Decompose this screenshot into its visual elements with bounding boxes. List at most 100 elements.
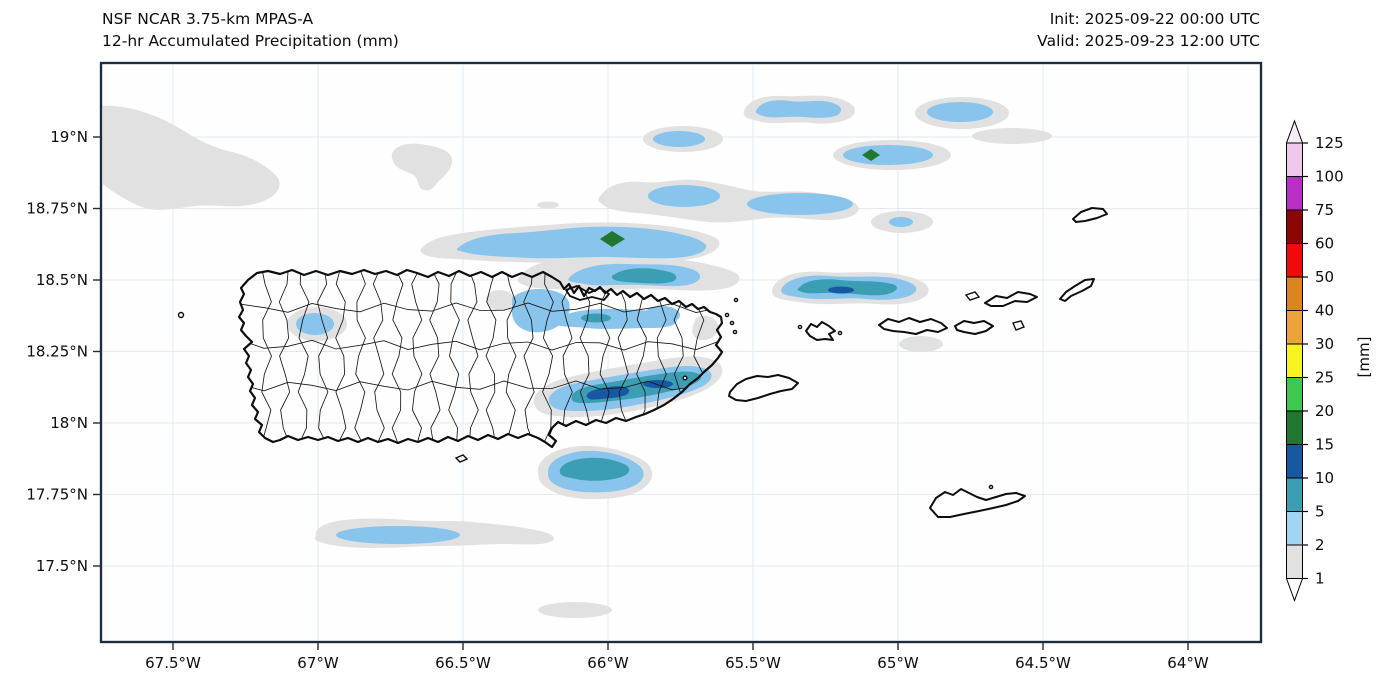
valid-time: Valid: 2025-09-23 12:00 UTC <box>1037 32 1260 50</box>
municipality-boundary <box>239 339 721 351</box>
municipality-boundary <box>542 270 554 447</box>
municipality-boundary <box>335 270 347 447</box>
colorbar-segment <box>1286 511 1303 546</box>
colorbar-segment <box>1286 243 1303 278</box>
colorbar-tick-label: 20 <box>1315 402 1334 420</box>
precip-feature-north2-blue <box>755 100 842 118</box>
precip-feature-small-east-blue <box>889 217 913 227</box>
colorbar-segment <box>1286 444 1303 479</box>
precip-feature-gray-speck <box>537 201 559 209</box>
precip-feature-gray-streak-ne <box>972 128 1052 144</box>
precip-feature-green-core-1865 <box>600 231 625 247</box>
colorbar-tick-label: 75 <box>1315 201 1334 219</box>
colorbar-tick-label: 60 <box>1315 235 1334 253</box>
tortola-island <box>984 291 1038 307</box>
lon-tick-label: 66°W <box>587 654 629 672</box>
st-john-island <box>954 320 994 335</box>
virgin-gorda-island <box>1059 278 1095 302</box>
colorbar-tick-label: 25 <box>1315 369 1334 387</box>
municipality-boundary <box>466 270 479 447</box>
precip-feature-nw-gray-patch <box>101 105 280 210</box>
colorbar-segment <box>1286 343 1303 378</box>
st-croix-cay <box>988 484 994 490</box>
municipality-boundary <box>391 270 404 447</box>
municipality-boundary <box>598 270 611 447</box>
municipality-boundary <box>239 302 721 313</box>
colorbar-tick-label: 50 <box>1315 268 1334 286</box>
municipality-boundary <box>617 270 630 447</box>
vieques-island <box>728 374 799 402</box>
axis-ticks <box>93 136 1189 650</box>
precip-feature-ncoast-offshore-teal <box>611 268 677 284</box>
colorbar-segment <box>1286 377 1303 412</box>
precip-feature-se-band-core-w <box>586 386 630 400</box>
precip-feature-gray-north-central <box>391 143 452 191</box>
lon-tick-label: 65.5°W <box>725 654 781 672</box>
colorbar-segment <box>1286 276 1303 311</box>
municipality-boundary <box>579 270 591 447</box>
precip-feature-sw-streak-blue <box>336 526 460 544</box>
lat-tick-label: 18.75°N <box>26 200 88 218</box>
precip-feature-north4-blue <box>843 145 933 165</box>
precip-feature-ncoast-onshore-teal <box>581 313 611 323</box>
lon-tick-label: 65°W <box>877 654 919 672</box>
colorbar-segment <box>1286 544 1303 579</box>
lon-tick-label: 64.5°W <box>1015 654 1071 672</box>
san-juan-bay-outline <box>565 285 610 301</box>
init-time: Init: 2025-09-22 00:00 UTC <box>1049 10 1260 28</box>
ne-cay-4 <box>733 297 739 303</box>
precip-feature-ncoast-onshore-gray-w <box>486 290 514 310</box>
lat-tick-label: 18.25°N <box>26 343 88 361</box>
st-croix-island <box>929 488 1026 518</box>
ne-cay-2 <box>729 320 735 326</box>
colorbar-tick-label: 125 <box>1315 134 1344 152</box>
anegada-island <box>1072 207 1108 223</box>
colorbar-unit-label: [mm] <box>1355 337 1373 378</box>
lat-tick-label: 18.5°N <box>36 271 88 289</box>
municipality-boundary <box>372 270 385 447</box>
caja-de-muertos-island <box>454 454 469 463</box>
municipality-boundary <box>411 270 423 447</box>
municipality-boundary <box>354 270 366 447</box>
municipality-boundary <box>523 270 536 447</box>
precip-feature-south-blob-teal <box>559 457 630 481</box>
ne-cay-1 <box>724 312 730 318</box>
colorbar-segment <box>1286 176 1303 211</box>
precip-feature-ncoast-onshore-blue-e <box>644 306 680 324</box>
plot-title-block: NSF NCAR 3.75-km MPAS-A 12-hr Accumulated… <box>102 8 399 52</box>
ne-cay-3 <box>732 329 738 335</box>
culebra-cay-2 <box>837 330 843 336</box>
map-frame-border <box>99 61 1263 644</box>
precip-feature-far-south-gray <box>538 602 612 618</box>
gridlines <box>101 63 1261 642</box>
municipality-boundary <box>561 270 573 447</box>
municipality-boundary <box>448 270 460 447</box>
municipality-boundary <box>278 270 291 447</box>
colorbar-segment <box>1286 209 1303 244</box>
colorbar-tick-label: 30 <box>1315 335 1334 353</box>
municipality-boundary <box>260 270 272 447</box>
colorbar-tick-label: 100 <box>1315 168 1344 186</box>
colorbar-tick-label: 5 <box>1315 503 1325 521</box>
colorbar-segment <box>1286 310 1303 345</box>
municipality-boundary <box>429 270 441 447</box>
lat-tick-label: 17.5°N <box>36 557 88 575</box>
lon-tick-label: 67°W <box>297 654 339 672</box>
colorbar-tick-label: 1 <box>1315 570 1325 588</box>
desecheo-island <box>177 311 185 319</box>
colorbar-tick-label: 15 <box>1315 436 1334 454</box>
lat-tick-label: 17.75°N <box>26 486 88 504</box>
precip-feature-band188-blue-e <box>747 193 853 215</box>
lat-tick-label: 18°N <box>50 414 88 432</box>
colorbar-segment <box>1286 477 1303 512</box>
map-frame <box>99 61 1263 644</box>
puerto-rico-coastline <box>237 268 724 449</box>
small-cay-east <box>1012 320 1025 331</box>
culebra-cay-1 <box>797 324 803 330</box>
precip-feature-east-blob-core <box>828 286 854 294</box>
small-cay-north <box>964 291 981 301</box>
colorbar-segment <box>1286 142 1303 177</box>
colorbar-tick-label: 40 <box>1315 302 1334 320</box>
